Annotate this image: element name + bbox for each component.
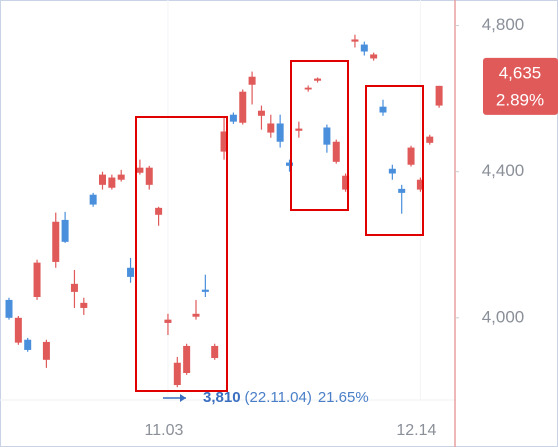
candle-body: [89, 194, 97, 205]
candle-body: [360, 44, 368, 52]
highlight-box: [365, 85, 424, 236]
y-tick-label: 4,400: [482, 161, 525, 180]
candle-body: [304, 87, 312, 90]
candle-body: [61, 219, 69, 242]
candle-body: [257, 110, 265, 116]
candle-body: [70, 283, 78, 292]
candle-body: [332, 141, 340, 162]
candle-body: [220, 131, 228, 152]
y-tick-label: 4,800: [482, 15, 525, 34]
candle-body: [33, 262, 41, 297]
candle-body: [52, 221, 60, 262]
candle-body: [351, 39, 359, 42]
candle-body: [117, 174, 125, 180]
plot-area: [5, 0, 443, 400]
candle-body: [145, 167, 153, 185]
last-price-label: 4,635: [499, 63, 542, 82]
annotation-value: 3,810: [203, 389, 241, 406]
candle-body: [173, 362, 181, 386]
candle-body: [201, 289, 209, 292]
x-tick-label: 12.14: [396, 422, 436, 439]
candle-body: [99, 174, 106, 185]
candle-body: [127, 267, 135, 277]
candle-body: [229, 114, 237, 122]
candle-body: [155, 207, 163, 215]
overlay: 4,635 2.89% 3,810 (22.11.04) 21.65%: [163, 57, 558, 406]
annotation-date: (22.11.04): [245, 389, 312, 406]
candle-body: [323, 127, 331, 145]
candle-body: [136, 167, 144, 173]
last-change-label: 2.89%: [496, 90, 544, 109]
candle-body: [267, 123, 275, 133]
candle-body: [14, 317, 22, 343]
candle-body: [416, 179, 424, 190]
candle-body: [388, 168, 396, 174]
y-tick-label: 4,000: [482, 307, 525, 326]
candle-body: [370, 54, 378, 59]
candle-body: [239, 91, 247, 123]
candle-body: [211, 345, 219, 358]
candle-body: [80, 302, 88, 308]
candle-body: [42, 341, 50, 360]
candle-body: [5, 299, 13, 318]
candle-body: [295, 128, 303, 131]
highlight-box: [290, 60, 349, 211]
candle-body: [276, 123, 284, 142]
annotation-change: 21.65%: [318, 389, 369, 406]
x-tick-label: 11.03: [145, 422, 184, 439]
candle-body: [192, 313, 200, 317]
candle-body: [248, 76, 256, 85]
candle-body: [286, 162, 293, 166]
candle-body: [164, 319, 172, 323]
candle-body: [426, 136, 434, 143]
candle-body: [379, 106, 387, 113]
candle-body: [342, 175, 350, 190]
candle-body: [108, 177, 116, 188]
candle-body: [435, 85, 443, 106]
candle-body: [183, 345, 191, 373]
last-price-box: [483, 57, 558, 115]
annotation: 3,810 (22.11.04) 21.65%: [203, 389, 369, 406]
candle-body: [398, 188, 406, 193]
candle-body: [24, 339, 32, 350]
annotation-arrowhead: [180, 394, 186, 402]
highlight-box: [135, 116, 228, 392]
candle-body: [314, 78, 322, 81]
candle-body: [407, 147, 415, 165]
